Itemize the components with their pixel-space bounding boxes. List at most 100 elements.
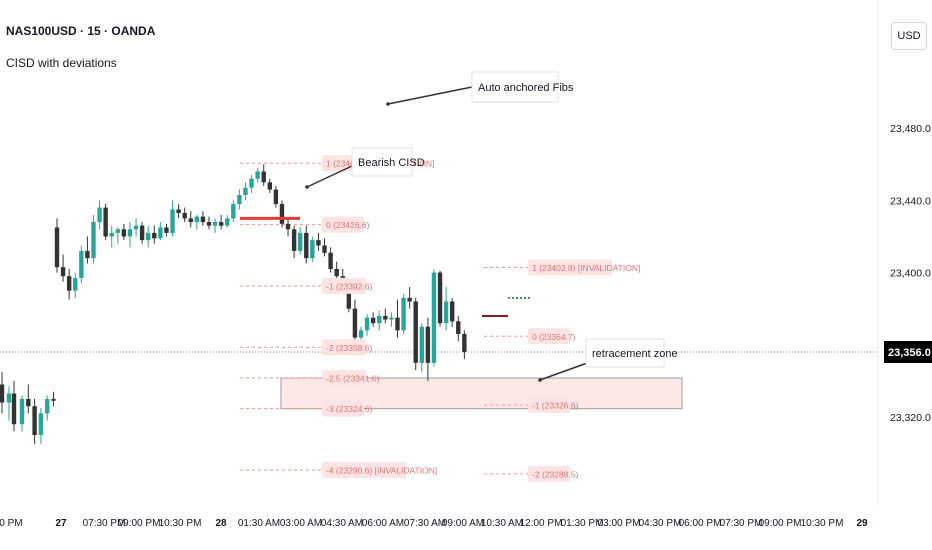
candle-body [462,333,467,352]
callout-label: Auto anchored Fibs [478,82,574,94]
candle-body [38,413,44,436]
candle-body [443,301,449,324]
candle-body [11,393,17,425]
fib-level-label: 1 (23402.8) [INVALIDATION] [532,263,640,273]
fib-level-label: -4 (23290.6) [INVALIDATION] [326,466,437,476]
fib-level-label-bg [528,328,570,345]
currency-button[interactable]: USD [891,22,927,50]
candle-body [273,189,279,204]
candle-body [66,276,72,291]
callout-pointer-dot [305,185,309,189]
callout-pointer-dot [538,378,542,382]
candle-body [310,240,315,259]
cisd-layer [240,216,530,317]
candle-body [133,225,139,230]
candle-body [158,227,163,239]
candle-body [346,287,352,309]
candle-body [225,218,230,226]
callout-label: retracement zone [592,348,678,360]
candle-body [401,297,406,331]
candle-body [45,398,50,414]
candle-body [194,216,200,223]
candle-body [32,406,37,436]
time-tick-label: 01:30 AM [238,518,280,529]
time-tick-label: 06:00 PM [679,518,722,529]
price-tick-label: 23,440.0 [890,195,931,207]
symbol-title: NAS100USD · 15 · OANDA [6,24,156,38]
candle-body [79,250,84,278]
candle-body [243,187,248,195]
candle-body [85,250,90,259]
candle-body [377,315,382,324]
fib-level-label: -2 (23358.6) [326,343,372,353]
fib-level-label-bg [322,216,364,233]
callout-pointer [539,361,591,381]
candle-body [200,216,206,223]
fib-level-label-bg [322,400,364,417]
candle-body [73,277,78,291]
callout-pointer-dot [386,102,390,106]
fib-level-label-bg [322,462,406,479]
fib-level-label-bg [322,369,366,386]
candle-body [364,317,370,331]
fib-labels-layer: 1 (23460.6) [INVALIDATION]0 (23426.6)-1 … [322,155,640,482]
candle-body [419,326,424,363]
time-tick-label: 09:00 PM [118,518,161,529]
candle-body [383,315,388,320]
candle-body [103,207,108,237]
candle-body [212,222,218,226]
candle-body [334,268,339,277]
candle-body [285,223,291,230]
candle-body [304,232,309,259]
candle-body [437,272,443,324]
fib-level-label: 0 (23426.6) [326,220,370,230]
fib-level-label-bg [322,339,366,356]
candle-body [146,232,151,241]
price-axis[interactable]: 23,320.023,360.023,400.023,440.023,480.0… [884,123,932,424]
time-tick-label: 28 [215,518,227,529]
callouts-layer: Auto anchored Fibs Bearish CISD retracemen… [305,71,678,382]
candle-body [176,209,181,214]
indicator-title: CISD with deviations [6,56,117,70]
candle-body [352,308,358,338]
price-tick-label: 23,480.0 [890,123,931,135]
candle-body [267,182,272,190]
candle-body [395,317,400,331]
candle-body [0,384,5,403]
fib-level-label-bg [528,397,570,414]
candle-body [206,222,212,226]
last-price-tag [884,341,932,363]
candle-body [91,222,96,259]
time-tick-label: 03:00 PM [598,518,641,529]
callout-box [585,338,665,368]
candle-body [407,297,412,302]
time-tick-label: 10:30 PM [801,518,844,529]
candle-body [97,207,102,223]
candle-body [127,229,133,237]
fib-level-label-bg [528,465,570,482]
fib-lines-layer [240,162,528,475]
candle-body [188,218,193,223]
callout-box [351,147,413,177]
fib-level-label-bg [528,259,612,276]
callout-label: Bearish CISD [358,157,425,169]
candle-body [19,398,25,425]
fib-level-label: -2 (23288.5) [532,469,578,479]
candles-layer [0,164,467,445]
candle-body [450,301,455,322]
candle-body [431,272,437,363]
time-tick-label: 03:00 AM [280,518,322,529]
time-tick-label: 10:30 AM [481,518,523,529]
candle-body [237,194,242,204]
candle-body [218,222,224,226]
fib-level-label: -1 (23392.6) [326,281,372,291]
candle-body [249,178,254,188]
candle-body [298,232,303,251]
fib-level-label: -1 (23326.6) [532,401,578,411]
candle-body [170,209,175,233]
candle-body [115,229,120,233]
candle-body [121,229,127,237]
candle-body [139,225,145,241]
